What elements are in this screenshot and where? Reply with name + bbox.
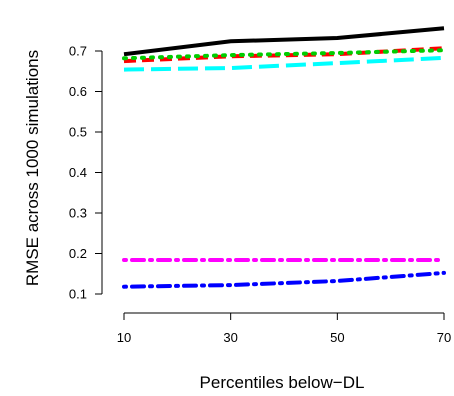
x-tick-label: 30 xyxy=(223,330,237,345)
y-axis-label: RMSE across 1000 simulations xyxy=(23,50,42,286)
series-line-1 xyxy=(123,26,445,57)
series-line-4 xyxy=(123,55,445,72)
y-tick-label: 0.5 xyxy=(69,125,87,140)
y-tick-label: 0.4 xyxy=(69,165,87,180)
y-tick-label: 0.1 xyxy=(69,287,87,302)
x-tick-label: 10 xyxy=(117,330,131,345)
y-tick-label: 0.2 xyxy=(69,246,87,261)
series-line-3 xyxy=(122,48,446,61)
y-tick-label: 0.6 xyxy=(69,84,87,99)
axes-layer: 0.1 0.2 0.3 0.4 0.5 0.6 0.7 10 30 50 70 xyxy=(69,44,451,346)
y-tick-label: 0.7 xyxy=(69,44,87,59)
x-tick-label: 50 xyxy=(330,330,344,345)
x-axis-label: Percentiles below−DL xyxy=(200,373,365,392)
x-tick-label: 70 xyxy=(437,330,451,345)
series-line-6 xyxy=(122,270,446,289)
y-tick-label: 0.3 xyxy=(69,206,87,221)
series-layer xyxy=(122,26,446,289)
